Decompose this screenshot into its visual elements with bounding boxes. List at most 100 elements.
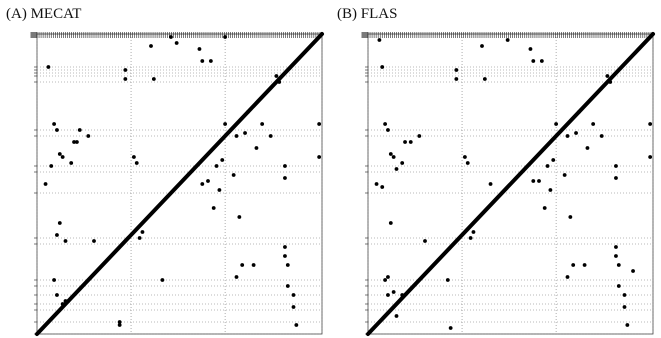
data-point [291, 305, 296, 309]
data-point [605, 74, 610, 78]
data-point [565, 134, 570, 138]
data-point [482, 77, 487, 81]
data-point [531, 179, 536, 183]
chart-title: (A) MECAT [6, 6, 82, 22]
data-point [274, 74, 279, 78]
data-point [571, 263, 576, 267]
data-point [614, 245, 618, 249]
data-point [285, 263, 290, 267]
data-point [388, 152, 393, 156]
data-point [254, 146, 259, 150]
data-point [608, 80, 613, 84]
data-point [599, 134, 604, 138]
data-point [648, 155, 653, 159]
data-point [542, 206, 547, 210]
data-point [231, 173, 236, 177]
data-point [237, 215, 242, 219]
data-point [234, 134, 239, 138]
data-point [403, 140, 407, 144]
data-point [140, 230, 145, 234]
data-point [625, 323, 630, 327]
data-point [417, 134, 422, 138]
data-point [614, 164, 618, 168]
data-point [57, 152, 62, 156]
data-point [55, 233, 59, 237]
data-point [471, 230, 476, 234]
data-point [86, 134, 91, 138]
data-point [568, 215, 573, 219]
data-point [200, 182, 205, 186]
chart-title: (B) FLAS [337, 6, 398, 22]
data-point [386, 293, 390, 297]
data-point [562, 173, 567, 177]
data-point [46, 65, 51, 69]
data-point [214, 164, 219, 168]
chart-panel-a: (A) MECAT [0, 0, 330, 338]
data-point [55, 128, 59, 132]
data-point [132, 155, 136, 159]
data-point [383, 278, 387, 282]
data-point [223, 122, 228, 126]
data-point [60, 302, 65, 306]
data-point [197, 47, 202, 51]
data-point [283, 254, 287, 258]
data-point [548, 188, 553, 192]
data-point [631, 269, 635, 273]
data-point [539, 59, 544, 63]
data-point [92, 239, 96, 243]
data-point [463, 155, 467, 159]
data-point [151, 77, 156, 81]
data-point [454, 68, 459, 72]
data-point [574, 131, 578, 135]
data-point [537, 179, 541, 183]
data-point [614, 254, 618, 258]
data-point [77, 128, 82, 132]
data-point [234, 275, 239, 279]
data-point [246, 110, 250, 114]
data-point [260, 122, 265, 126]
data-point [169, 35, 173, 39]
scatter-plot-b [361, 32, 655, 336]
data-point [277, 80, 282, 84]
data-point [454, 77, 459, 81]
data-point [400, 293, 405, 297]
data-point [174, 41, 179, 45]
data-point [123, 68, 128, 72]
data-point [60, 155, 65, 159]
chart-panel-b: (B) FLAS [331, 0, 661, 338]
data-point [545, 164, 550, 168]
data-point [63, 299, 68, 303]
data-point [374, 182, 379, 186]
data-point [217, 188, 222, 192]
data-point [622, 293, 627, 297]
scatter-plot-a [30, 32, 324, 336]
data-point [582, 263, 587, 267]
data-point [648, 122, 653, 126]
data-point [380, 185, 385, 189]
data-point [52, 278, 56, 282]
data-point [386, 275, 390, 279]
data-point [117, 320, 122, 324]
data-point [480, 44, 484, 48]
data-point [123, 77, 128, 81]
data-point [448, 326, 453, 330]
data-point [377, 38, 382, 42]
data-point [55, 293, 59, 297]
data-point [66, 299, 71, 303]
data-point [616, 284, 621, 288]
data-point [134, 161, 139, 165]
data-point [52, 122, 56, 126]
data-point [386, 128, 390, 132]
data-point [468, 236, 473, 240]
data-point [317, 122, 322, 126]
data-point [49, 164, 54, 168]
data-point [75, 140, 79, 144]
data-point [591, 122, 596, 126]
data-point [488, 182, 493, 186]
data-point [391, 155, 396, 159]
data-point [200, 59, 205, 63]
data-point [551, 158, 556, 162]
data-point [43, 182, 48, 186]
data-point [211, 206, 216, 210]
data-point [317, 155, 322, 159]
